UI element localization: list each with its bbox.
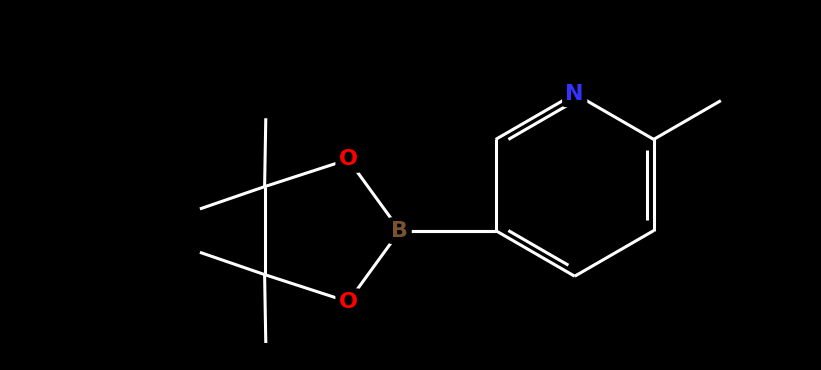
- Text: N: N: [566, 84, 584, 104]
- Text: B: B: [392, 221, 408, 240]
- Text: O: O: [339, 292, 358, 312]
- Text: O: O: [339, 149, 358, 169]
